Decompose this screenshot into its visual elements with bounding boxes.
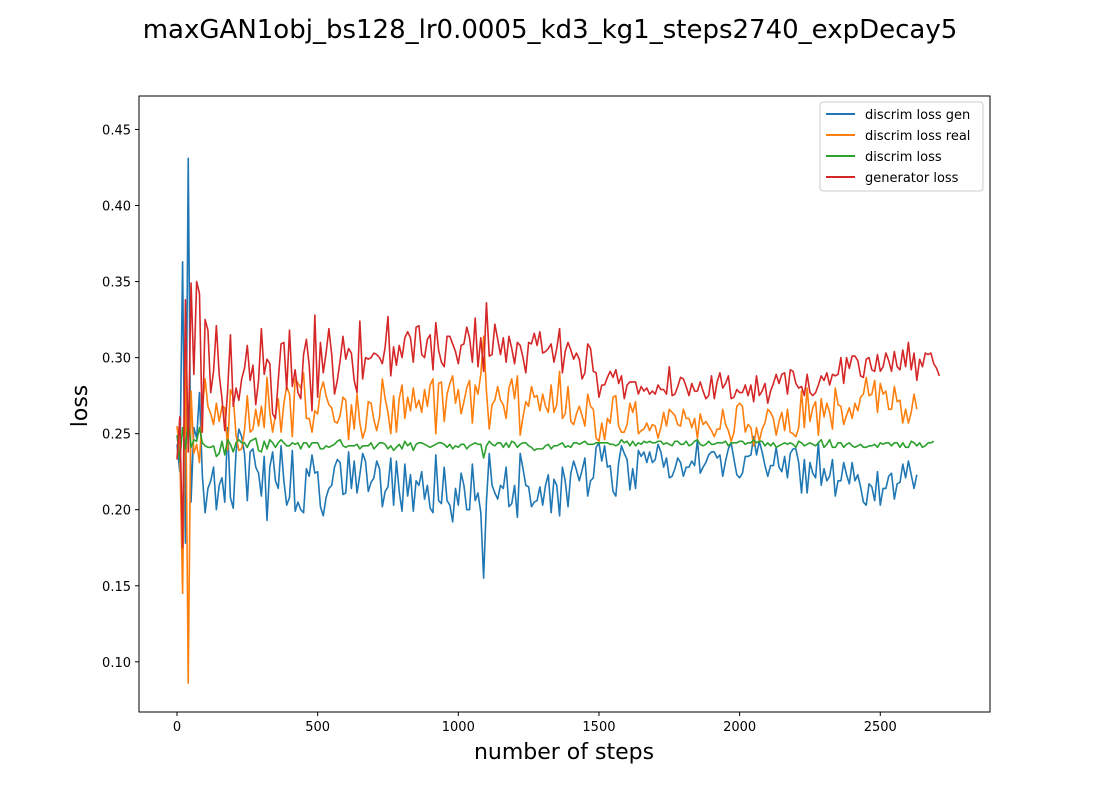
series-line-1 xyxy=(176,157,918,579)
legend-label: generator loss xyxy=(865,171,959,186)
y-axis-label: loss xyxy=(68,385,93,428)
y-tick-label: 0.20 xyxy=(102,504,131,519)
legend-label: discrim loss xyxy=(865,150,942,165)
x-tick-label: 1000 xyxy=(442,720,475,735)
y-tick-label: 0.30 xyxy=(102,352,131,367)
legend-box xyxy=(819,101,984,192)
series-line-2 xyxy=(176,335,918,684)
x-tick-label: 500 xyxy=(305,720,330,735)
chart-title: maxGAN1obj_bs128_lr0.0005_kd3_kg1_steps2… xyxy=(143,15,958,45)
ticks-layer: 0 500 1000 1500 2000 2500 0.10 0.15 0.20 0.25 0.30… xyxy=(102,123,897,735)
x-tick-label: 2000 xyxy=(723,720,756,735)
legend-label: discrim loss gen xyxy=(865,108,970,123)
y-tick-label: 0.15 xyxy=(102,580,131,595)
series-line-4 xyxy=(176,280,941,549)
y-tick-label: 0.35 xyxy=(102,276,131,291)
series-line-3 xyxy=(176,419,935,462)
x-tick-label: 0 xyxy=(173,720,181,735)
legend-label: discrim loss real xyxy=(865,129,970,144)
y-tick-label: 0.10 xyxy=(102,656,131,671)
y-tick-label: 0.40 xyxy=(102,200,131,215)
x-axis-label: number of steps xyxy=(474,740,654,765)
y-tick-label: 0.45 xyxy=(102,123,131,138)
plot-frame xyxy=(138,95,991,713)
x-tick-label: 2500 xyxy=(864,720,897,735)
y-tick-label: 0.25 xyxy=(102,428,131,443)
legend: discrim loss gen discrim loss real discrim… xyxy=(819,101,984,192)
x-tick-label: 1500 xyxy=(582,720,615,735)
series-layer xyxy=(176,157,941,684)
